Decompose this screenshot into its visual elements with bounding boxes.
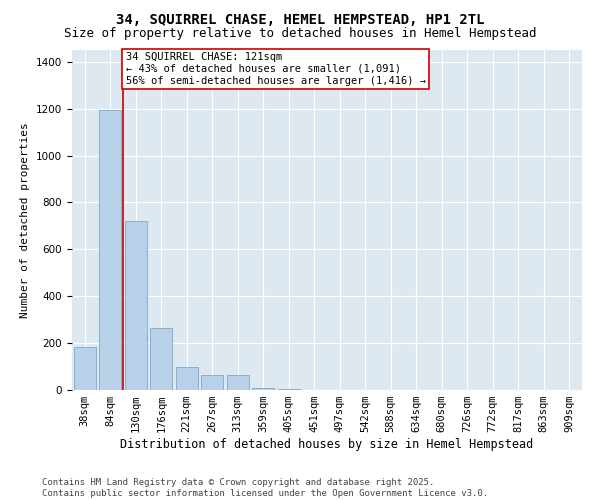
Bar <box>278 389 299 390</box>
Text: Contains HM Land Registry data © Crown copyright and database right 2025.
Contai: Contains HM Land Registry data © Crown c… <box>42 478 488 498</box>
Bar <box>176 366 197 390</box>
Bar <box>227 375 248 390</box>
Y-axis label: Number of detached properties: Number of detached properties <box>20 122 31 318</box>
Bar <box>100 110 121 390</box>
X-axis label: Distribution of detached houses by size in Hemel Hempstead: Distribution of detached houses by size … <box>121 438 533 451</box>
Bar <box>202 375 223 390</box>
Bar <box>74 346 95 390</box>
Bar <box>253 388 274 390</box>
Text: 34, SQUIRREL CHASE, HEMEL HEMPSTEAD, HP1 2TL: 34, SQUIRREL CHASE, HEMEL HEMPSTEAD, HP1… <box>116 12 484 26</box>
Bar <box>125 221 146 390</box>
Text: 34 SQUIRREL CHASE: 121sqm
← 43% of detached houses are smaller (1,091)
56% of se: 34 SQUIRREL CHASE: 121sqm ← 43% of detac… <box>125 52 425 86</box>
Text: Size of property relative to detached houses in Hemel Hempstead: Size of property relative to detached ho… <box>64 28 536 40</box>
Bar <box>151 328 172 390</box>
